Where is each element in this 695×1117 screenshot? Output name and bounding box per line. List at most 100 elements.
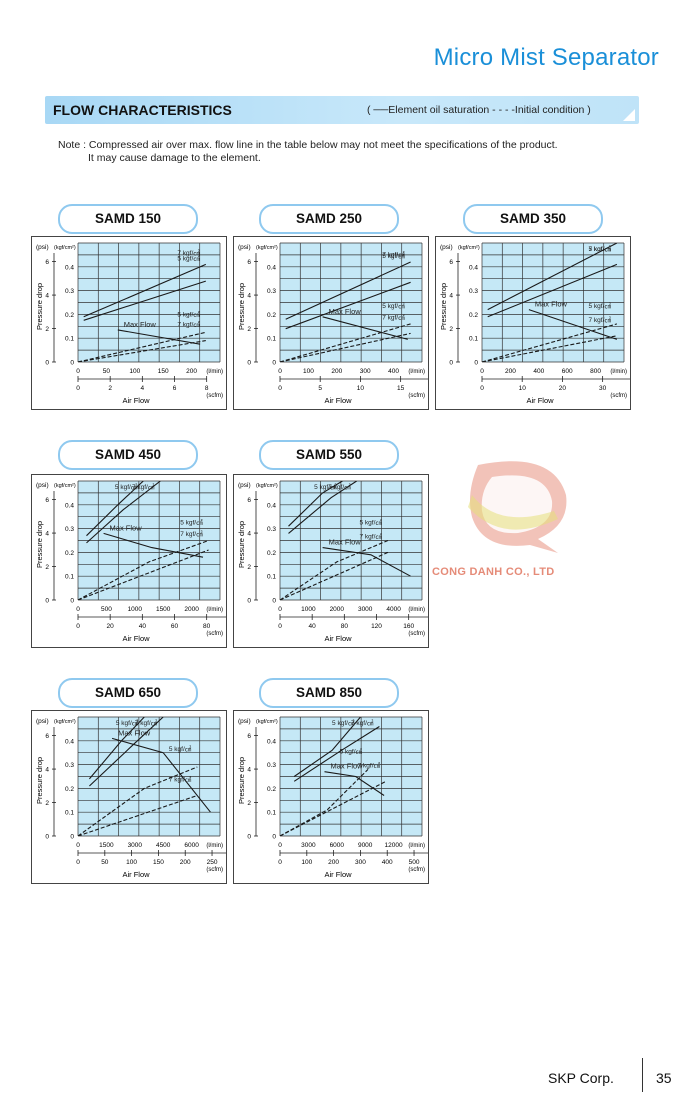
series-label: 7 kgf/㎠ — [358, 760, 381, 769]
series-label: 5 kgf/㎠ — [115, 482, 138, 491]
series-label: 5 kgf/㎠ — [382, 251, 405, 260]
series-label: 5 kgf/㎠ — [177, 253, 200, 262]
watermark-text: CONG DANH CO., LTD — [432, 566, 555, 578]
lmin-tick-label: 0 — [76, 368, 80, 375]
kgf-tick-label: 0.2 — [267, 786, 276, 793]
kgf-axis-unit: (kgf/cm²) — [256, 719, 278, 725]
kgf-tick-label: 0.2 — [65, 786, 74, 793]
scfm-tick-label: 10 — [357, 385, 365, 392]
psi-axis-unit: (psi) — [440, 244, 453, 251]
initial-condition-line — [280, 323, 411, 362]
chart-title-samd850: SAMD 850 — [259, 678, 399, 708]
initial-condition-line — [78, 331, 206, 362]
element-oil-saturation-line — [288, 481, 343, 527]
section-title: FLOW CHARACTERISTICS — [53, 102, 232, 118]
lmin-axis-unit: (l/min) — [408, 607, 425, 613]
psi-tick-label: 4 — [45, 531, 49, 538]
scfm-tick-label: 0 — [278, 385, 282, 392]
psi-tick-label: 6 — [247, 733, 251, 740]
scfm-tick-label: 0 — [76, 859, 80, 866]
element-oil-saturation-line — [83, 263, 207, 318]
chart-samd550: (psi) (kgf/cm²) Pressure drop 0 2 4 6 0 0.1 0.2 0.… — [233, 474, 429, 648]
y-axis-title: Pressure drop — [237, 521, 246, 568]
max-flow-line — [528, 309, 618, 340]
initial-condition-line — [280, 539, 389, 600]
kgf-axis-unit: (kgf/cm²) — [54, 719, 76, 725]
section-banner: FLOW CHARACTERISTICS ( ──Element oil sat… — [45, 96, 639, 124]
x-axis-title: Air Flow — [122, 870, 150, 879]
lmin-tick-label: 200 — [186, 368, 197, 375]
x-axis-title: Air Flow — [324, 634, 352, 643]
psi-tick-label: 4 — [247, 293, 251, 300]
kgf-tick-label: 0.4 — [267, 502, 276, 509]
chart-svg: (psi) (kgf/cm²) Pressure drop 0 2 4 6 0 0.1 0.2 0.… — [439, 242, 630, 405]
x-axis-title: Air Flow — [122, 634, 150, 643]
series-label: Max Flow — [535, 300, 568, 309]
series-label: 7 kgf/㎠ — [588, 315, 611, 324]
psi-axis-unit: (psi) — [36, 718, 49, 725]
kgf-tick-label: 0 — [272, 598, 276, 605]
kgf-tick-label: 0.1 — [267, 810, 276, 817]
chart-samd350: (psi) (kgf/cm²) Pressure drop 0 2 4 6 0 0.1 0.2 0.… — [435, 236, 631, 410]
x-axis-title: Air Flow — [526, 396, 554, 405]
element-oil-saturation-line — [89, 717, 164, 787]
initial-condition-line — [280, 780, 387, 836]
lmin-tick-label: 500 — [101, 606, 112, 613]
scfm-tick-label: 30 — [599, 385, 607, 392]
chart-title-samd550: SAMD 550 — [259, 440, 399, 470]
psi-tick-label: 4 — [449, 293, 453, 300]
series-label: Max Flow — [118, 728, 151, 737]
chart-svg: (psi) (kgf/cm²) Pressure drop 0 2 4 6 0 0.1 0.2 0.… — [237, 716, 428, 879]
scfm-tick-label: 4 — [141, 385, 145, 392]
chart-title-samd150: SAMD 150 — [58, 204, 198, 234]
kgf-tick-label: 0.4 — [267, 738, 276, 745]
psi-tick-label: 0 — [247, 360, 251, 367]
chart-title-samd250: SAMD 250 — [259, 204, 399, 234]
scfm-axis-unit: (scfm) — [206, 393, 223, 399]
lmin-tick-label: 1000 — [301, 606, 316, 613]
lmin-tick-label: 6000 — [184, 842, 199, 849]
lmin-tick-label: 4500 — [156, 842, 171, 849]
kgf-tick-label: 0.3 — [65, 288, 74, 295]
max-flow-line — [111, 737, 211, 813]
scfm-tick-label: 200 — [328, 859, 339, 866]
psi-tick-label: 4 — [45, 293, 49, 300]
scfm-tick-label: 6 — [173, 385, 177, 392]
initial-condition-line — [78, 794, 198, 836]
lmin-tick-label: 0 — [76, 606, 80, 613]
banner-corner-decoration — [623, 109, 635, 121]
lmin-tick-label: 600 — [562, 368, 573, 375]
kgf-tick-label: 0.2 — [65, 312, 74, 319]
kgf-tick-label: 0.1 — [469, 336, 478, 343]
y-axis-title: Pressure drop — [35, 283, 44, 330]
y-axis-title: Pressure drop — [35, 521, 44, 568]
lmin-tick-label: 1500 — [99, 842, 114, 849]
lmin-tick-label: 2000 — [184, 606, 199, 613]
psi-tick-label: 0 — [45, 360, 49, 367]
y-axis-title: Pressure drop — [35, 757, 44, 804]
series-label: 5 kgf/㎠ — [180, 518, 203, 527]
kgf-tick-label: 0.3 — [65, 762, 74, 769]
scfm-tick-label: 200 — [180, 859, 191, 866]
series-label: 5 kgf/㎠ — [177, 309, 200, 318]
lmin-tick-label: 3000 — [358, 606, 373, 613]
scfm-tick-label: 5 — [318, 385, 322, 392]
kgf-axis-unit: (kgf/cm²) — [256, 245, 278, 251]
kgf-axis-unit: (kgf/cm²) — [256, 483, 278, 489]
scfm-axis-unit: (scfm) — [610, 393, 627, 399]
psi-tick-label: 2 — [247, 800, 251, 807]
kgf-axis-unit: (kgf/cm²) — [54, 245, 76, 251]
element-oil-saturation-line — [288, 481, 358, 534]
kgf-tick-label: 0.4 — [65, 264, 74, 271]
kgf-tick-label: 0.4 — [267, 264, 276, 271]
initial-condition-line — [280, 332, 411, 362]
watermark-logo — [468, 461, 567, 553]
lmin-tick-label: 0 — [76, 842, 80, 849]
series-label: 5 kgf/㎠ — [340, 746, 363, 755]
scfm-axis-unit: (scfm) — [206, 867, 223, 873]
lmin-axis-unit: (l/min) — [610, 369, 627, 375]
initial-condition-line — [482, 323, 618, 362]
element-oil-saturation-line — [285, 281, 411, 330]
psi-tick-label: 0 — [247, 598, 251, 605]
scfm-tick-label: 80 — [203, 623, 211, 630]
